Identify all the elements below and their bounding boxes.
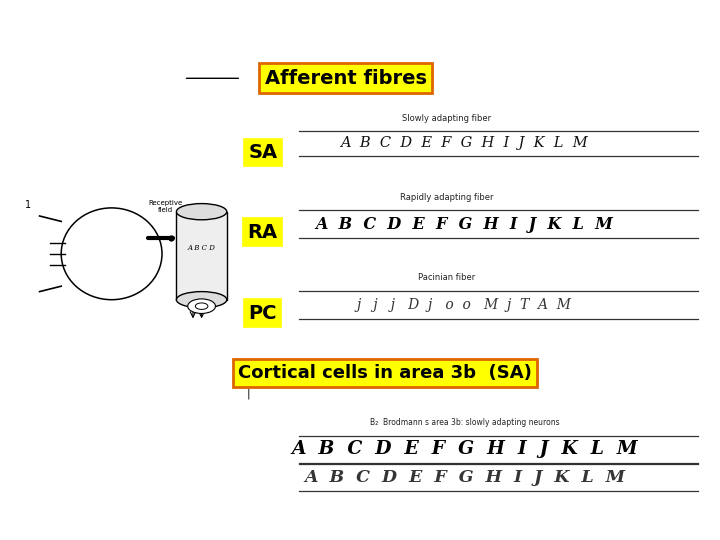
Text: Rapidly adapting fiber: Rapidly adapting fiber: [400, 193, 493, 201]
Ellipse shape: [176, 204, 227, 220]
Text: |: |: [246, 389, 251, 400]
Ellipse shape: [195, 303, 208, 309]
Text: RA: RA: [248, 222, 278, 242]
Ellipse shape: [61, 208, 162, 300]
Text: A  B  C  D  E  F  G  H  I  J  K  L  M: A B C D E F G H I J K L M: [291, 440, 638, 458]
Text: 1: 1: [25, 200, 32, 210]
Text: A  B  C  D  E  F  G  H  I  J  K  L  M: A B C D E F G H I J K L M: [315, 215, 613, 233]
Text: PC: PC: [248, 303, 277, 323]
Text: A  B  C  D  E  F  G  H  I  J  K  L  M: A B C D E F G H I J K L M: [304, 469, 625, 487]
Text: Receptive
field: Receptive field: [148, 200, 183, 213]
Ellipse shape: [176, 292, 227, 308]
Text: B₂  Brodmann s area 3b: slowly adapting neurons: B₂ Brodmann s area 3b: slowly adapting n…: [369, 418, 559, 427]
Text: Slowly adapting fiber: Slowly adapting fiber: [402, 114, 491, 123]
Text: Cortical cells in area 3b  (SA): Cortical cells in area 3b (SA): [238, 363, 532, 382]
Text: A  B  C  D  E  F  G  H  I  J  K  L  M: A B C D E F G H I J K L M: [341, 136, 588, 150]
Text: SA: SA: [248, 143, 277, 162]
FancyBboxPatch shape: [176, 212, 227, 300]
Text: j   j   j   D  j   o  o   M  j  T  A  M: j j j D j o o M j T A M: [357, 298, 572, 312]
Text: Pacinian fiber: Pacinian fiber: [418, 273, 475, 281]
Text: Afferent fibres: Afferent fibres: [265, 69, 426, 88]
Text: A B C D: A B C D: [188, 245, 215, 252]
Ellipse shape: [188, 299, 215, 313]
